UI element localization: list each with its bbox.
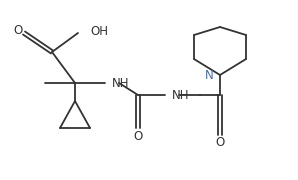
Text: NH: NH	[112, 76, 130, 89]
Text: NH: NH	[172, 89, 190, 102]
Text: OH: OH	[90, 24, 108, 37]
Text: N: N	[205, 69, 214, 82]
Text: O: O	[13, 24, 23, 37]
Text: O: O	[215, 136, 225, 150]
Text: O: O	[134, 129, 143, 143]
